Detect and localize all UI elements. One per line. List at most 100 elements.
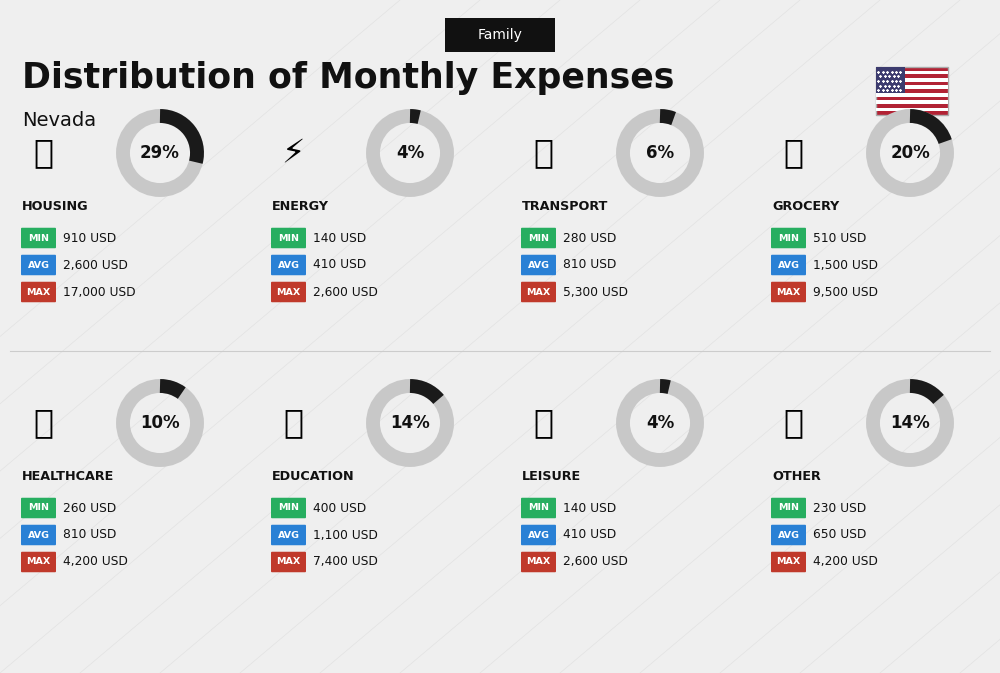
Text: MIN: MIN [28,503,49,513]
Text: MAX: MAX [776,287,801,297]
Text: MIN: MIN [278,503,299,513]
Text: 280 USD: 280 USD [563,232,616,244]
Text: 10%: 10% [140,414,180,432]
FancyBboxPatch shape [271,227,306,248]
Text: MAX: MAX [276,557,301,567]
Bar [876,78,948,81]
Text: 29%: 29% [140,144,180,162]
Text: HEALTHCARE: HEALTHCARE [22,470,114,483]
Text: 4%: 4% [396,144,424,162]
FancyBboxPatch shape [445,18,555,52]
Text: ⚡: ⚡ [281,137,305,170]
Bar [876,100,948,104]
Text: 🏢: 🏢 [33,137,53,170]
Text: Family: Family [478,28,522,42]
FancyBboxPatch shape [21,227,56,248]
Bar [876,67,948,115]
Text: 17,000 USD: 17,000 USD [63,285,136,299]
Text: EDUCATION: EDUCATION [272,470,355,483]
FancyBboxPatch shape [521,227,556,248]
Text: ENERGY: ENERGY [272,199,329,213]
Text: AVG: AVG [778,260,800,269]
Text: MAX: MAX [526,287,551,297]
Text: AVG: AVG [28,530,50,540]
Text: MIN: MIN [528,234,549,242]
FancyBboxPatch shape [271,525,306,545]
FancyBboxPatch shape [521,498,556,518]
FancyBboxPatch shape [771,227,806,248]
Text: AVG: AVG [778,530,800,540]
Text: MAX: MAX [276,287,301,297]
Text: 810 USD: 810 USD [63,528,116,542]
Text: 7,400 USD: 7,400 USD [313,555,378,569]
Text: MIN: MIN [528,503,549,513]
FancyBboxPatch shape [271,282,306,302]
Bar [876,108,948,111]
FancyBboxPatch shape [21,498,56,518]
FancyBboxPatch shape [271,498,306,518]
FancyBboxPatch shape [771,552,806,572]
FancyBboxPatch shape [771,255,806,275]
Text: 🚌: 🚌 [533,137,553,170]
Text: AVG: AVG [28,260,50,269]
Text: MAX: MAX [26,557,51,567]
Text: 14%: 14% [390,414,430,432]
FancyBboxPatch shape [771,498,806,518]
Text: 400 USD: 400 USD [313,501,366,514]
Text: 910 USD: 910 USD [63,232,116,244]
Text: Distribution of Monthly Expenses: Distribution of Monthly Expenses [22,61,674,95]
Text: MIN: MIN [278,234,299,242]
Text: 20%: 20% [890,144,930,162]
Bar [876,71,948,75]
Text: 650 USD: 650 USD [813,528,866,542]
Text: 5,300 USD: 5,300 USD [563,285,628,299]
Text: 260 USD: 260 USD [63,501,116,514]
Text: 1,500 USD: 1,500 USD [813,258,878,271]
FancyBboxPatch shape [771,525,806,545]
Text: AVG: AVG [278,530,300,540]
Text: MIN: MIN [28,234,49,242]
Text: GROCERY: GROCERY [772,199,839,213]
Bar [876,93,948,96]
Text: 2,600 USD: 2,600 USD [63,258,128,271]
Text: AVG: AVG [528,530,550,540]
FancyBboxPatch shape [521,255,556,275]
Text: MIN: MIN [778,234,799,242]
Text: 🛒: 🛒 [783,137,803,170]
Text: MIN: MIN [778,503,799,513]
Text: MAX: MAX [26,287,51,297]
FancyBboxPatch shape [271,552,306,572]
Text: 💓: 💓 [33,406,53,439]
Text: 230 USD: 230 USD [813,501,866,514]
Text: 🛍: 🛍 [533,406,553,439]
Text: 6%: 6% [646,144,674,162]
Text: 810 USD: 810 USD [563,258,616,271]
Text: OTHER: OTHER [772,470,821,483]
FancyBboxPatch shape [21,255,56,275]
FancyBboxPatch shape [21,282,56,302]
Text: 410 USD: 410 USD [313,258,366,271]
FancyBboxPatch shape [771,282,806,302]
Bar [876,85,948,89]
Text: Nevada: Nevada [22,112,96,131]
Text: 510 USD: 510 USD [813,232,866,244]
Text: 140 USD: 140 USD [313,232,366,244]
Text: 14%: 14% [890,414,930,432]
Text: 410 USD: 410 USD [563,528,616,542]
Text: 💰: 💰 [783,406,803,439]
Text: 🎓: 🎓 [283,406,303,439]
Text: AVG: AVG [528,260,550,269]
Text: MAX: MAX [776,557,801,567]
FancyBboxPatch shape [21,552,56,572]
Text: 4,200 USD: 4,200 USD [813,555,878,569]
Text: AVG: AVG [278,260,300,269]
Text: TRANSPORT: TRANSPORT [522,199,608,213]
Text: 2,600 USD: 2,600 USD [313,285,378,299]
Text: LEISURE: LEISURE [522,470,581,483]
Text: 2,600 USD: 2,600 USD [563,555,628,569]
Text: 140 USD: 140 USD [563,501,616,514]
Text: 9,500 USD: 9,500 USD [813,285,878,299]
FancyBboxPatch shape [21,525,56,545]
FancyBboxPatch shape [521,552,556,572]
FancyBboxPatch shape [521,282,556,302]
